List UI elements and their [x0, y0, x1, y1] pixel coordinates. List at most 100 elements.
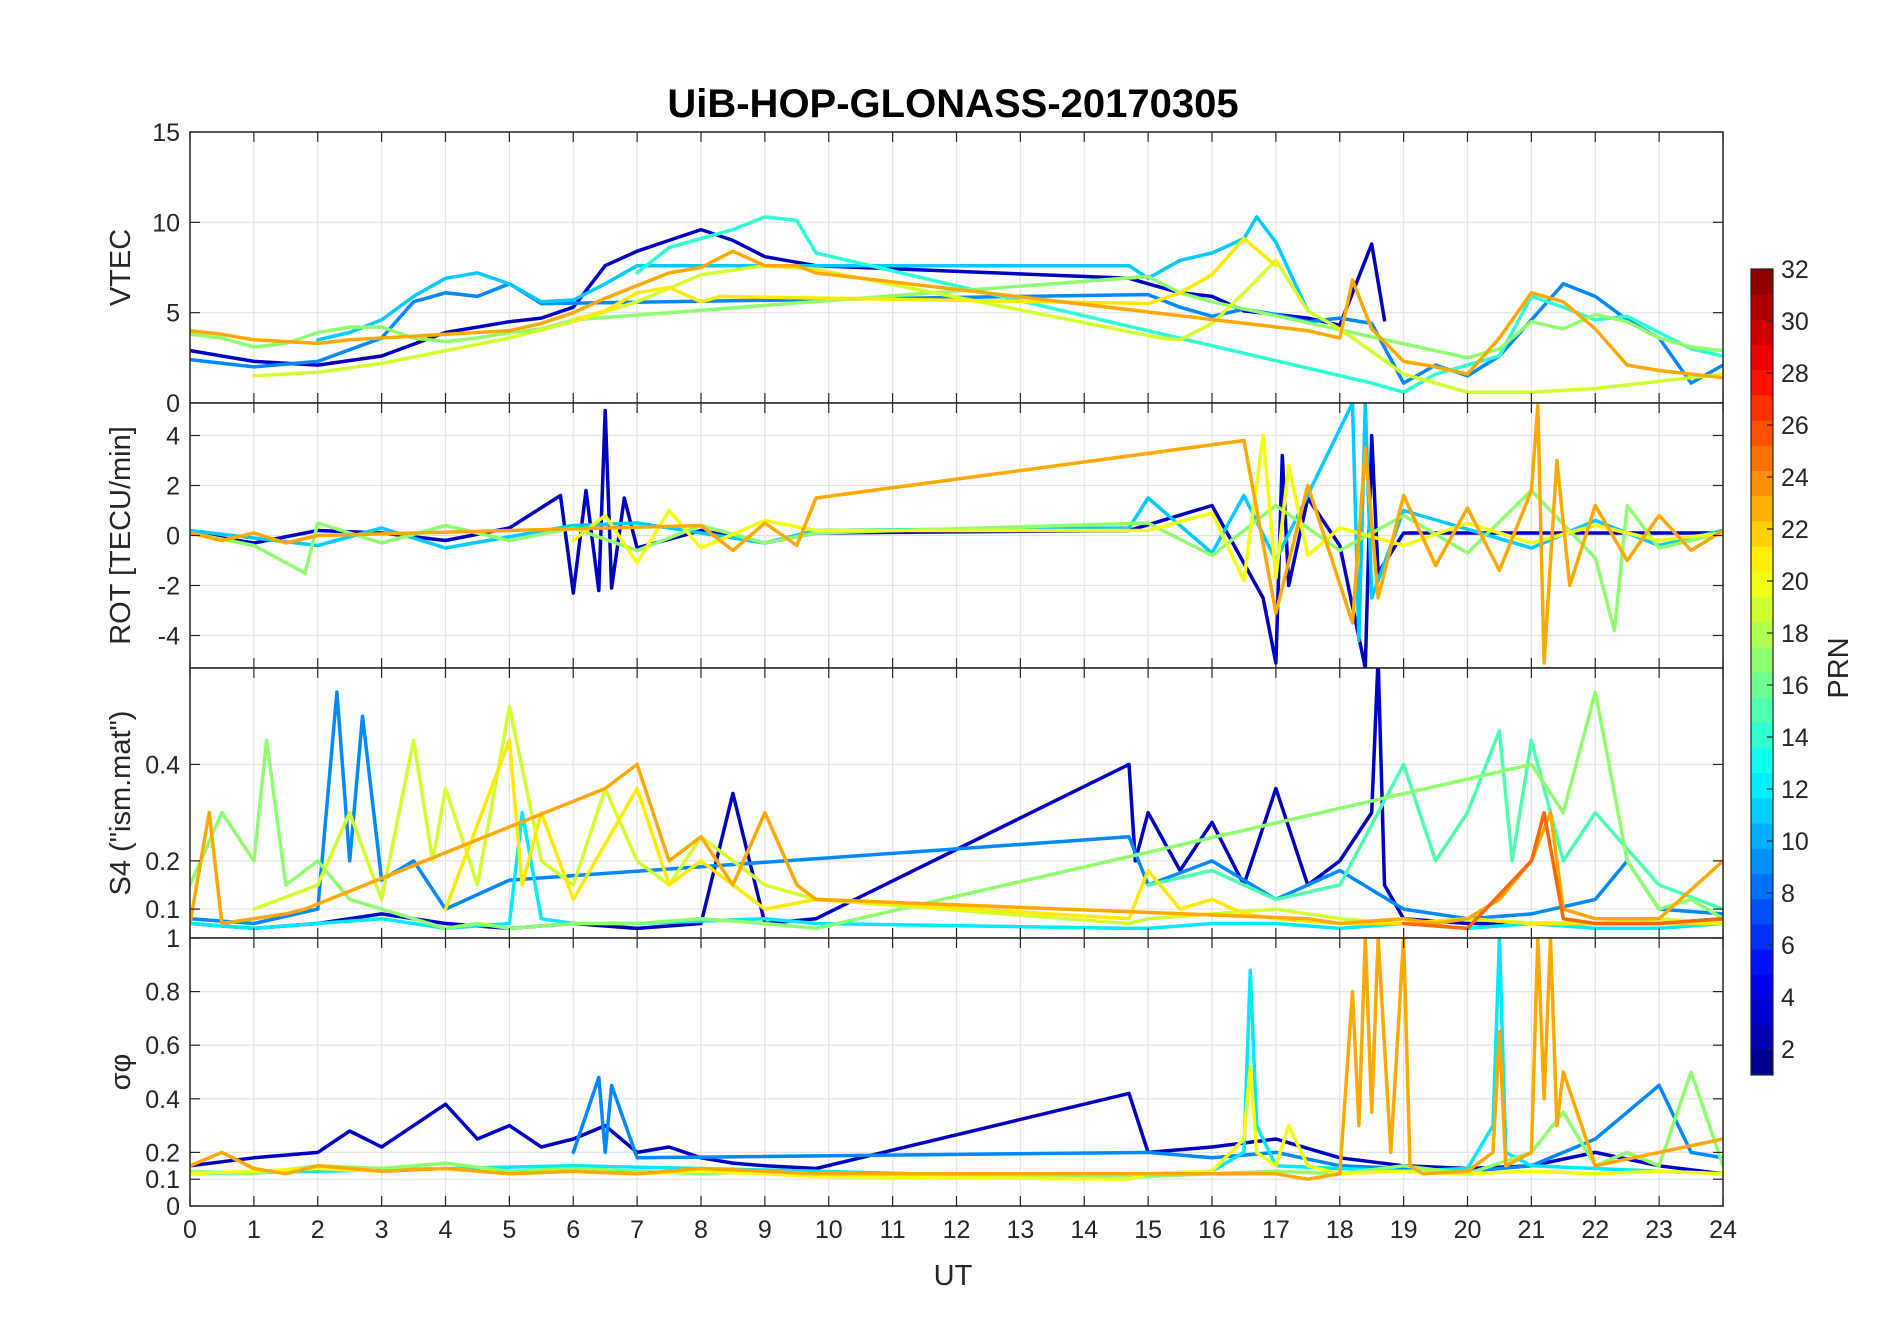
series-group: [190, 403, 1723, 668]
colorbar-tick-label: 18: [1781, 620, 1809, 648]
colorbar-swatch: [1751, 344, 1773, 371]
colorbar-tick-label: 10: [1781, 828, 1809, 856]
y-tick-label: -4: [158, 623, 180, 651]
colorbar-tick-label: 30: [1781, 308, 1809, 336]
x-tick-label: 24: [1709, 1216, 1737, 1244]
series-prn-15: [1146, 728, 1723, 911]
series-prn-23: [190, 249, 1723, 380]
colorbar-tick-label: 26: [1781, 412, 1809, 440]
series-group: [190, 668, 1723, 931]
x-tick-label: 3: [375, 1216, 389, 1244]
x-tick-label: 13: [1006, 1216, 1034, 1244]
x-tick-label: 15: [1134, 1216, 1162, 1244]
colorbar-swatch: [1751, 722, 1773, 749]
x-tick-label: 20: [1454, 1216, 1482, 1244]
colorbar-swatch: [1751, 495, 1773, 522]
x-tick-label: 12: [943, 1216, 971, 1244]
colorbar-tick-label: 32: [1781, 256, 1809, 284]
colorbar-swatch: [1751, 772, 1773, 799]
y-tick-label: 0.2: [145, 1139, 180, 1167]
x-tick-label: 22: [1581, 1216, 1609, 1244]
colorbar-tick-label: 24: [1781, 464, 1809, 492]
x-tick-label: 9: [758, 1216, 772, 1244]
colorbar-swatch: [1751, 369, 1773, 396]
x-tick-label: 23: [1645, 1216, 1673, 1244]
x-axis: 0 1 2 3 4 5 6 7 8 9 10 11 12 13 14 15 16 17 18 19 20 21 22 23 24: [183, 1216, 1737, 1244]
colorbar-swatch: [1751, 873, 1773, 900]
y-tick-label: 0: [166, 1193, 180, 1221]
y-tick-label: -2: [158, 573, 180, 601]
y-axis-label: σφ: [105, 1054, 137, 1091]
colorbar-swatch: [1751, 1049, 1773, 1076]
colorbar-swatch: [1751, 646, 1773, 673]
colorbar-frame: [1750, 268, 1774, 1076]
colorbar-tick-label: 4: [1781, 984, 1795, 1012]
y-tick-label: 0.1: [145, 1166, 180, 1194]
y-tick-label: 15: [152, 119, 180, 147]
y-tick-label: 0.8: [145, 979, 180, 1007]
x-tick-label: 8: [694, 1216, 708, 1244]
y-tick-label: 0.1: [145, 896, 180, 924]
panel-3: 0.1 0.2 0.4 S4 ("ism.mat"): [105, 667, 1724, 939]
x-tick-label: 10: [815, 1216, 843, 1244]
y-axis-label: VTEC: [105, 229, 137, 306]
colorbar-tick-label: 2: [1781, 1036, 1795, 1064]
colorbar-swatch: [1751, 319, 1773, 346]
x-tick-label: 21: [1517, 1216, 1545, 1244]
x-axis-label: UT: [934, 1260, 973, 1292]
x-tick-label: 6: [566, 1216, 580, 1244]
y-tick-label: 0.4: [145, 1086, 180, 1114]
colorbar-swatch: [1751, 571, 1773, 597]
y-tick-label: 4: [166, 423, 180, 451]
panel-2: -4 -2 0 2 4 ROT [TECU/min]: [105, 402, 1724, 669]
colorbar-swatch: [1751, 923, 1773, 950]
x-tick-label: 17: [1262, 1216, 1290, 1244]
series-prn-23: [190, 938, 1723, 1181]
series-prn-9: [571, 1075, 1723, 1173]
colorbar-tick-label: 12: [1781, 776, 1809, 804]
series-prn-19: [252, 258, 1723, 394]
series-group: [190, 215, 1723, 394]
colorbar-tick-label: 14: [1781, 724, 1809, 752]
y-axis-label: ROT [TECU/min]: [105, 426, 137, 645]
y-tick-label: 10: [152, 209, 180, 237]
colorbar-swatch: [1751, 848, 1773, 874]
colorbar-swatch: [1751, 797, 1773, 824]
colorbar-swatch: [1751, 520, 1773, 547]
colorbar-swatch: [1751, 546, 1773, 572]
colorbar-swatch: [1751, 294, 1773, 320]
colorbar-swatch: [1751, 949, 1773, 975]
x-tick-label: 14: [1070, 1216, 1098, 1244]
x-tick-label: 18: [1326, 1216, 1354, 1244]
colorbar-swatch: [1751, 747, 1773, 774]
series-prn-23: [190, 403, 1723, 665]
colorbar-swatch: [1751, 445, 1773, 471]
colorbar-swatch: [1751, 394, 1773, 421]
x-tick-label: 5: [502, 1216, 516, 1244]
colorbar-swatch: [1751, 1024, 1773, 1051]
series-prn-20: [571, 433, 1723, 583]
colorbar-swatch: [1751, 697, 1773, 723]
y-tick-label: 0: [166, 390, 180, 418]
colorbar-tick-label: 20: [1781, 568, 1809, 596]
y-tick-label: 1: [166, 925, 180, 953]
colorbar-tick-label: 8: [1781, 880, 1795, 908]
panel-4: 00.10.2 0.4 0.6 0.8 1 σφ: [105, 925, 1724, 1221]
colorbar-swatch: [1751, 470, 1773, 497]
colorbar-tick-label: 6: [1781, 932, 1795, 960]
colorbar-tick-label: 22: [1781, 516, 1809, 544]
colorbar-swatch: [1751, 999, 1773, 1026]
y-tick-label: 0.4: [145, 751, 180, 779]
colorbar-swatch: [1751, 596, 1773, 623]
colorbar-tick-label: 28: [1781, 360, 1809, 388]
series-prn-17: [190, 488, 1723, 633]
y-tick-label: 0: [166, 523, 180, 551]
colorbar-swatch: [1751, 672, 1773, 698]
colorbar-swatch: [1751, 974, 1773, 1000]
colorbar-label: PRN: [1823, 637, 1855, 698]
y-tick-label: 0.2: [145, 848, 180, 876]
colorbar-swatch: [1751, 420, 1773, 446]
